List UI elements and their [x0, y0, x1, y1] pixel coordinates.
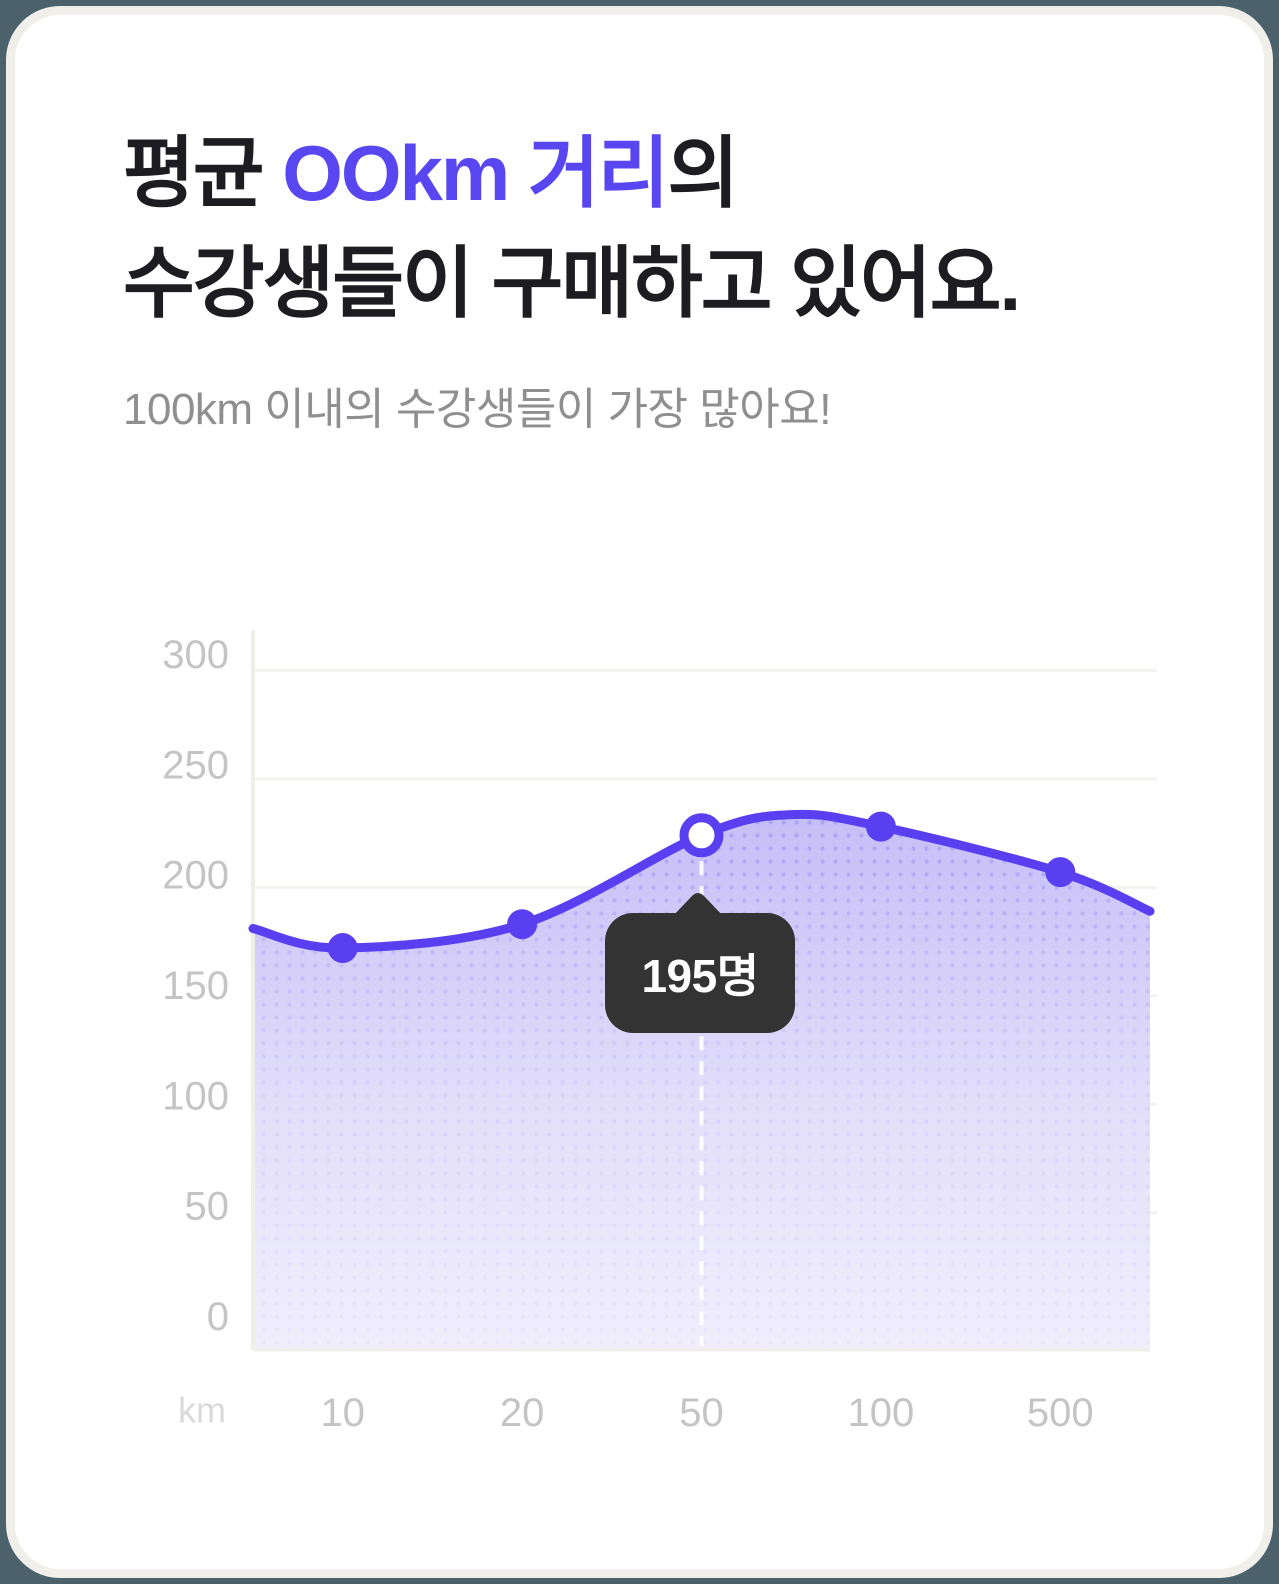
trend-line-group [248, 809, 1155, 953]
x-tick-label: 50 [679, 1391, 724, 1435]
y-tick-label: 50 [185, 1185, 230, 1229]
y-tick-label: 150 [162, 964, 229, 1008]
y-tick-label: 0 [207, 1295, 229, 1339]
x-tick-label: 10 [320, 1391, 365, 1435]
y-tick-label: 200 [162, 854, 229, 898]
x-tick-label: 100 [848, 1391, 915, 1435]
tooltip: 195명 [605, 893, 795, 1033]
x-tick-label: 500 [1027, 1391, 1094, 1435]
title-post: 의 [667, 129, 739, 217]
data-point-20km[interactable] [507, 909, 538, 940]
x-tick-label: 20 [500, 1391, 545, 1435]
y-tick-label: 100 [162, 1074, 229, 1118]
title-line2: 수강생들이 구매하고 있어요. [123, 239, 1021, 327]
x-axis-unit-label: km [178, 1390, 226, 1431]
subtitle: 100km 이내의 수강생들이 가장 많아요! [123, 385, 831, 434]
title-line1: 평균 OOkm 거리의 [123, 118, 1203, 228]
tooltip-arrow [672, 893, 724, 917]
highlight-point-50km[interactable] [679, 813, 724, 858]
data-points [327, 811, 1076, 964]
y-tick-label: 300 [162, 633, 229, 677]
y-tick-label: 250 [162, 743, 229, 787]
title-pre: 평균 [123, 129, 283, 217]
area-series [253, 814, 1150, 1350]
trend-line [248, 809, 1155, 953]
tooltip-box [605, 913, 795, 1033]
area-halftone [253, 814, 1150, 1350]
title-accent: OOkm 거리 [282, 129, 669, 217]
data-point-500km[interactable] [1045, 857, 1076, 888]
data-point-10km[interactable] [327, 933, 358, 964]
data-point-100km[interactable] [865, 811, 896, 842]
tooltip-value: 195명 [641, 950, 758, 1002]
axis-lines [251, 630, 1150, 1352]
